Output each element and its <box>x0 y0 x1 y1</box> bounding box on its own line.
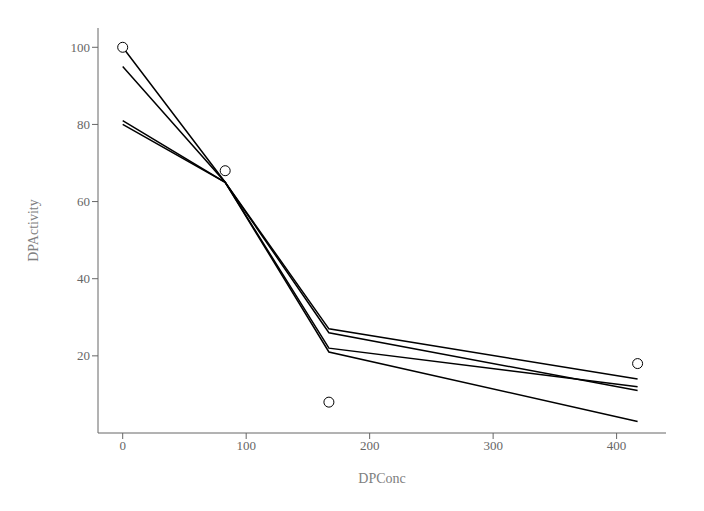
svg-text:0: 0 <box>119 438 126 453</box>
svg-text:80: 80 <box>77 117 90 132</box>
svg-text:200: 200 <box>360 438 380 453</box>
svg-text:100: 100 <box>236 438 256 453</box>
svg-text:20: 20 <box>77 348 90 363</box>
svg-text:60: 60 <box>77 194 90 209</box>
svg-text:300: 300 <box>483 438 503 453</box>
svg-text:40: 40 <box>77 271 90 286</box>
svg-text:400: 400 <box>607 438 627 453</box>
svg-text:100: 100 <box>71 40 91 55</box>
svg-text:DPConc: DPConc <box>358 471 405 486</box>
svg-text:DPActivity: DPActivity <box>26 199 41 262</box>
